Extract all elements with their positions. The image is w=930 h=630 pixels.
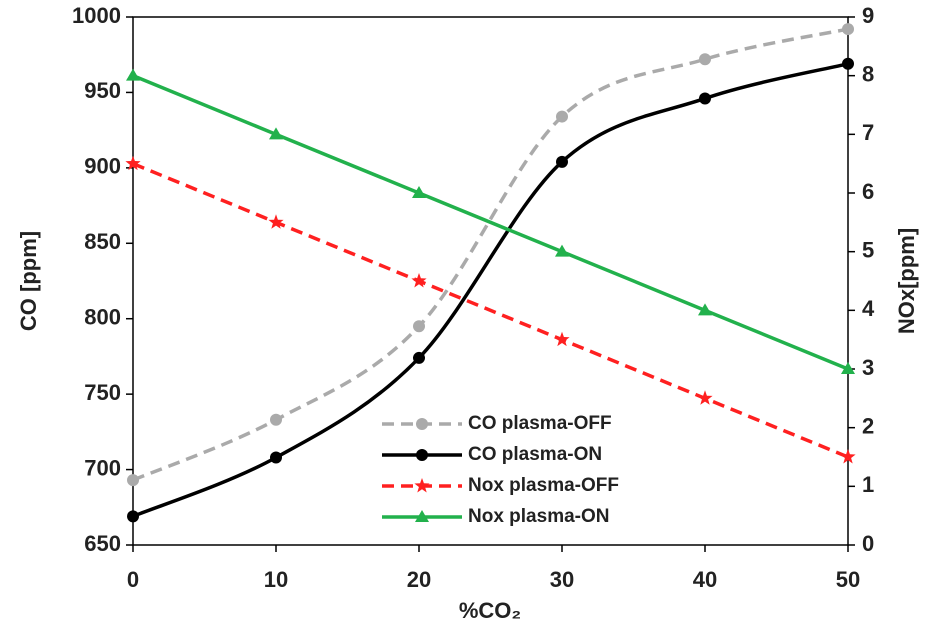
y-tick-label: 700 [84,455,121,480]
y-tick-label: 1000 [72,3,121,28]
marker [555,244,569,257]
marker [840,449,856,464]
marker [268,214,284,229]
x-tick-label: 0 [127,567,139,592]
y-tick-label: 850 [84,229,121,254]
y-tick-label: 750 [84,380,121,405]
y-tick-label: 900 [84,154,121,179]
y2-axis-label: NOx[ppm] [894,228,919,334]
marker [413,351,425,364]
marker [699,53,711,66]
y2-tick-label: 1 [862,472,874,497]
x-tick-label: 50 [836,567,860,592]
y2-tick-label: 6 [862,179,874,204]
marker [127,510,139,523]
y2-tick-label: 9 [862,3,874,28]
x-axis-label: %CO₂ [459,598,521,623]
legend-label: Nox plasma-OFF [468,475,619,496]
y2-tick-label: 8 [862,61,874,86]
x-tick-label: 40 [693,567,717,592]
y-axis-label: CO [ppm] [16,231,41,331]
marker [411,273,427,288]
series-line [132,62,849,518]
series-line [132,74,849,371]
marker [126,68,140,81]
y-tick-label: 650 [84,531,121,556]
marker [841,362,855,374]
marker [842,23,854,36]
y2-tick-label: 2 [862,413,874,438]
y2-tick-label: 7 [862,120,874,145]
legend-marker [416,449,428,461]
x-tick-label: 30 [550,567,574,592]
marker [556,110,568,123]
y2-tick-label: 5 [862,237,874,262]
marker [269,127,283,140]
series-line [132,162,849,459]
x-tick-label: 20 [407,567,431,592]
y-tick-label: 950 [84,78,121,103]
legend-marker [416,418,428,430]
marker [413,320,425,333]
series-line [132,27,849,482]
legend-marker [415,510,429,522]
marker [697,390,713,405]
marker [270,451,282,464]
legend: CO plasma-OFF CO plasma-ON Nox plasma-OFF N… [382,413,619,527]
y2-tick-label: 0 [862,531,874,556]
marker [842,57,854,70]
x-tick-label: 10 [264,567,288,592]
y-tick-label: 800 [84,305,121,330]
marker [556,155,568,168]
legend-label: Nox plasma-ON [468,506,609,527]
marker [127,474,139,487]
legend-marker [414,478,430,493]
legend-label: CO plasma-OFF [468,413,612,434]
marker [698,303,712,316]
marker [270,413,282,426]
plot-frame [132,16,849,546]
marker [412,186,426,198]
y2-tick-label: 3 [862,355,874,380]
marker [699,92,711,105]
marker [554,331,570,347]
y2-tick-label: 4 [862,296,875,321]
legend-label: CO plasma-ON [468,444,602,465]
marker [125,155,141,171]
